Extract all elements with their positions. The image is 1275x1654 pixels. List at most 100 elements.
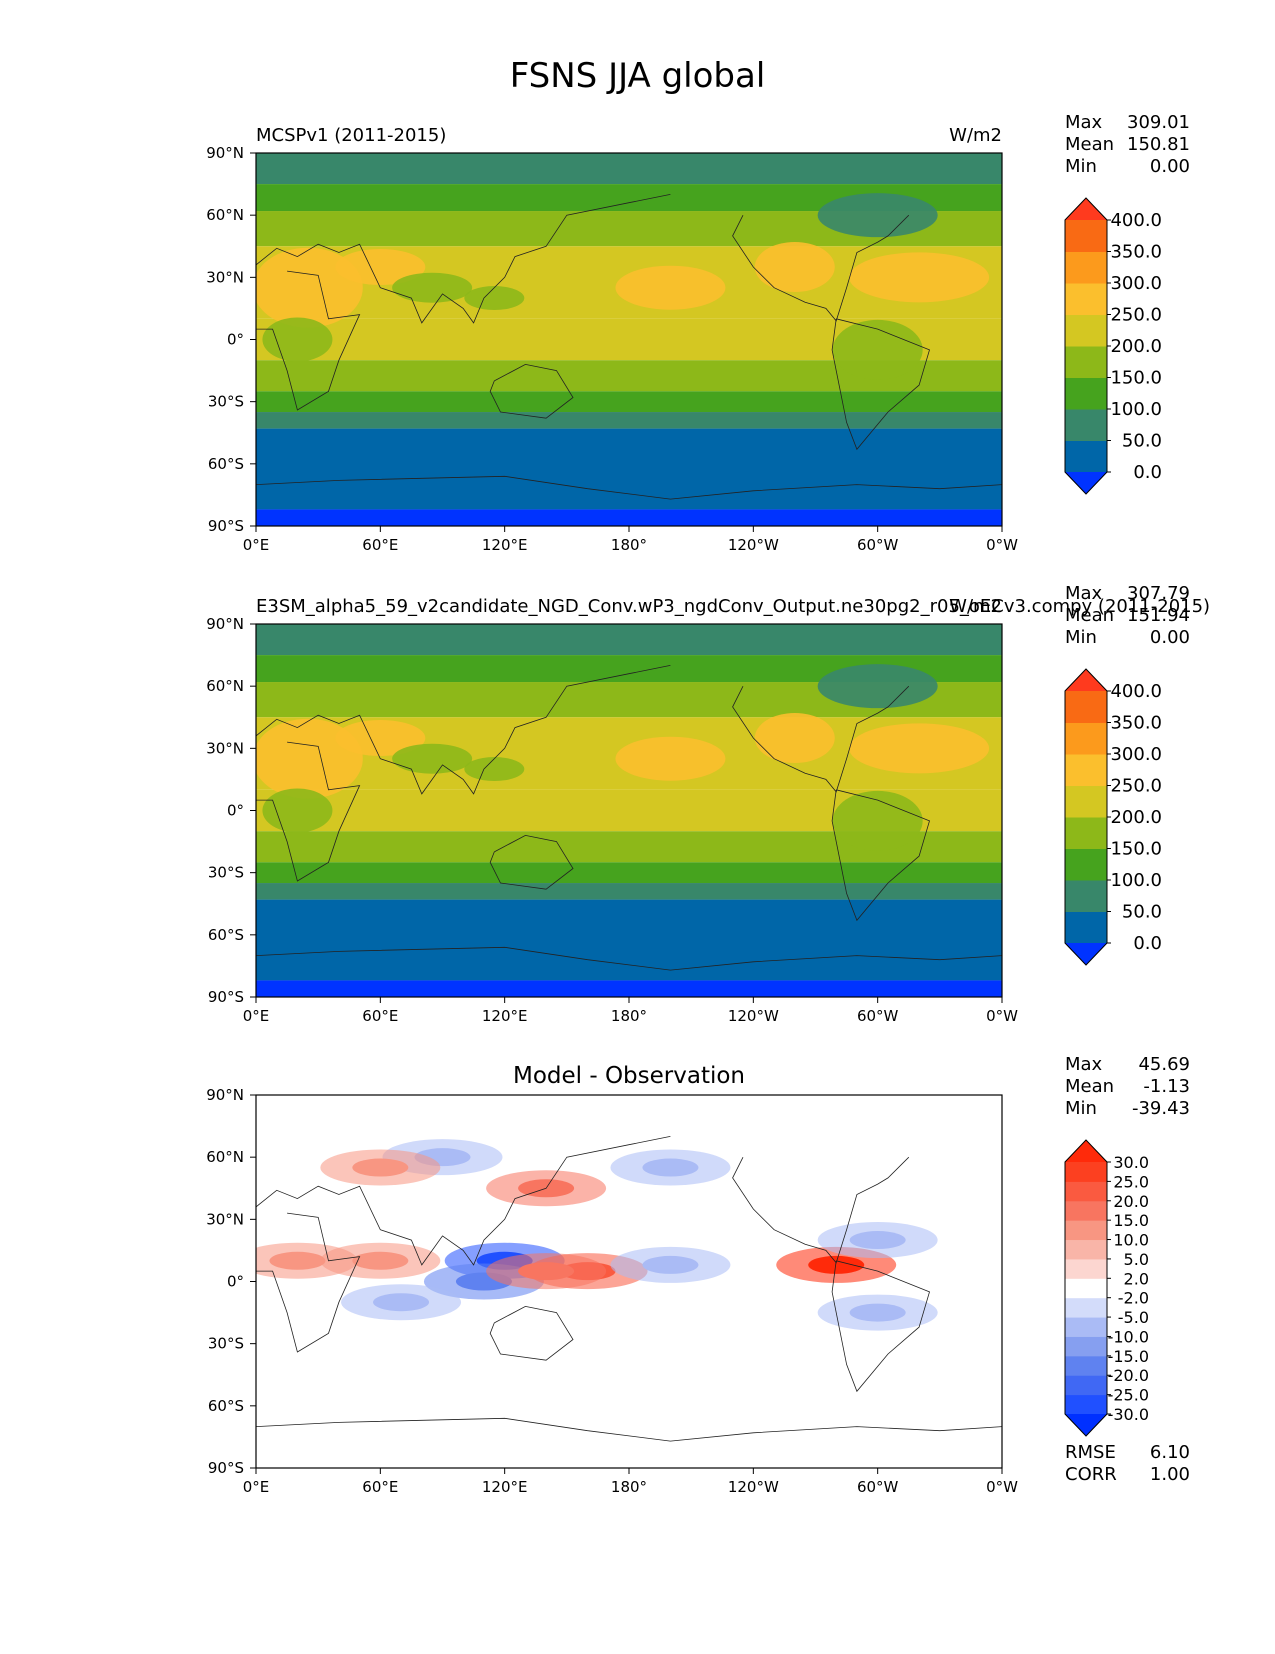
colorbar-segment: [1065, 1278, 1107, 1299]
x-tick-label: 120°E: [482, 1478, 528, 1496]
metric-value: 6.10: [1150, 1442, 1190, 1463]
colorbar-segment: [1065, 346, 1107, 378]
stat-value: 151.94: [1127, 605, 1190, 626]
x-tick-label: 60°E: [362, 536, 398, 554]
anomaly-core: [849, 1303, 906, 1322]
y-tick-label: 90°N: [206, 1086, 244, 1104]
anomaly-core: [352, 1251, 409, 1270]
colorbar-segment: [1065, 1239, 1107, 1260]
colorbar-segment: [1065, 817, 1107, 849]
panel-center-title: Model - Observation: [513, 1063, 745, 1089]
field-feature: [849, 252, 990, 303]
colorbar: 0.0 50.0 100.0 150.0 200.0 250.0 300.0 350.0 400…: [1064, 668, 1162, 966]
x-tick-label: 60°E: [362, 1478, 398, 1496]
map-field: [256, 1095, 1002, 1468]
colorbar-segment: [1065, 1355, 1107, 1376]
colorbar-segment: [1065, 722, 1107, 755]
y-tick-label: 60°S: [208, 455, 244, 473]
field-band: [256, 883, 1002, 900]
metric-label: CORR: [1065, 1464, 1117, 1485]
colorbar-segment: [1065, 1181, 1107, 1202]
colorbar-segment: [1065, 911, 1107, 944]
x-tick-label: 60°W: [857, 536, 899, 554]
colorbar-label: 20.0: [1113, 1192, 1149, 1211]
x-tick-label: 180°: [611, 1478, 647, 1496]
field-feature: [849, 723, 990, 774]
y-tick-label: 30°S: [208, 864, 244, 882]
x-tick-label: 0°W: [986, 1478, 1018, 1496]
field-feature: [754, 241, 835, 292]
colorbar-segment: [1065, 848, 1107, 881]
colorbar-extend-max: [1065, 198, 1107, 220]
coastline: [831, 789, 930, 922]
anomaly-core: [808, 1255, 865, 1274]
colorbar-segment: [1065, 1220, 1107, 1241]
field-band: [256, 980, 1002, 997]
anomaly-core: [849, 1231, 906, 1250]
map-field: [256, 624, 1002, 997]
field-feature: [335, 719, 426, 756]
field-feature: [392, 272, 473, 303]
field-feature: [817, 193, 938, 238]
stat-label: Mean: [1065, 134, 1114, 155]
metric-label: RMSE: [1065, 1442, 1116, 1463]
field-feature: [754, 712, 835, 763]
colorbar-label: 150.0: [1110, 368, 1162, 389]
y-tick-label: 30°N: [206, 1210, 244, 1228]
colorbar-label: 350.0: [1110, 713, 1162, 734]
field-feature: [392, 743, 473, 774]
colorbar: 0.0 50.0 100.0 150.0 200.0 250.0 300.0 350.0 400…: [1064, 197, 1162, 495]
coastline: [732, 685, 910, 793]
colorbar: -30.0-25.0-20.0-15.0-10.0-5.0-2.02.05.01…: [1064, 1139, 1149, 1437]
colorbar-segment: [1065, 754, 1107, 786]
y-tick-label: 60°N: [206, 677, 244, 695]
colorbar-segment: [1065, 1394, 1107, 1415]
colorbar-extend-min: [1065, 472, 1107, 494]
colorbar-label: 400.0: [1110, 681, 1162, 702]
colorbar-label: 100.0: [1110, 870, 1162, 891]
anomaly-core: [642, 1158, 699, 1177]
coastline: [256, 741, 361, 882]
colorbar-label: -20.0: [1108, 1366, 1149, 1385]
y-tick-label: 60°N: [206, 206, 244, 224]
stat-value: 0.00: [1150, 627, 1190, 648]
panel-left-title: MCSPv1 (2011-2015): [256, 125, 446, 146]
coastline: [489, 363, 574, 419]
coastline: [256, 946, 1002, 971]
coastline: [256, 194, 671, 324]
x-tick-label: 120°W: [728, 1007, 779, 1025]
colorbar-label: 0.0: [1133, 933, 1162, 954]
y-tick-label: 0°: [227, 331, 244, 349]
panel-left-title: E3SM_alpha5_59_v2candidate_NGD_Conv.wP3_…: [256, 596, 1210, 617]
stat-label: Max: [1065, 1054, 1103, 1075]
field-band: [256, 412, 1002, 429]
colorbar-segment: [1065, 1317, 1107, 1337]
stat-value: -39.43: [1132, 1098, 1190, 1119]
colorbar-segment: [1065, 1375, 1107, 1396]
anomaly-core: [269, 1251, 326, 1270]
field-feature: [464, 286, 525, 311]
x-tick-label: 180°: [611, 536, 647, 554]
colorbar-label: 15.0: [1113, 1211, 1149, 1230]
y-tick-label: 90°N: [206, 144, 244, 162]
y-tick-label: 90°S: [208, 988, 244, 1006]
colorbar-segment: [1065, 377, 1107, 410]
y-tick-label: 30°N: [206, 739, 244, 757]
colorbar-segment: [1065, 1258, 1107, 1279]
colorbar-label: -2.0: [1118, 1289, 1149, 1308]
colorbar-segment: [1065, 785, 1107, 818]
stat-value: -1.13: [1143, 1076, 1190, 1097]
panel-reference: 0°E 60°E 120°E 180° 120°W 60°W 0°W 90°N 60°N 30°N…: [206, 583, 1210, 1025]
field-band: [256, 862, 1002, 884]
colorbar-label: 50.0: [1122, 431, 1162, 452]
colorbar-segment: [1065, 409, 1107, 441]
colorbar-segment: [1065, 1200, 1107, 1221]
y-tick-label: 30°S: [208, 1335, 244, 1353]
coastline: [732, 214, 910, 322]
colorbar-label: -15.0: [1108, 1347, 1149, 1366]
stat-label: Max: [1065, 583, 1103, 604]
colorbar-label: 400.0: [1110, 210, 1162, 231]
y-tick-label: 0°: [227, 1273, 244, 1291]
colorbar-label: 250.0: [1110, 776, 1162, 797]
